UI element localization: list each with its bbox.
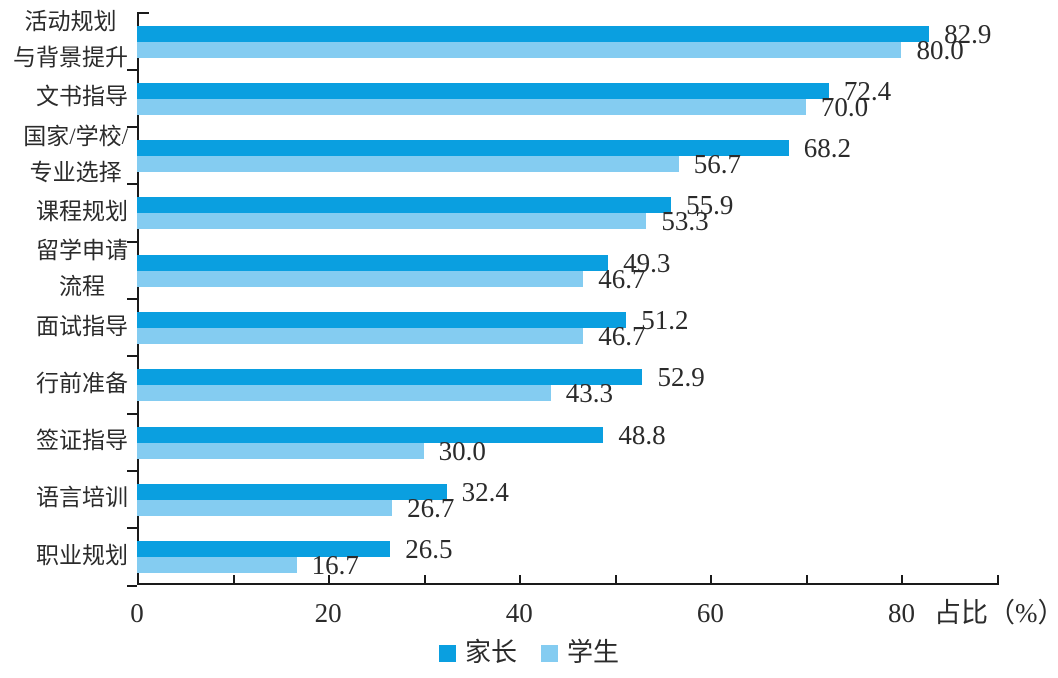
y-axis-tick — [127, 126, 137, 129]
bar-students — [137, 385, 551, 402]
x-axis-tick-label: 40 — [505, 598, 533, 628]
bar-students — [137, 98, 806, 115]
category-label: 国家/学校/专业选择 — [23, 123, 128, 185]
legend-label-parents: 家长 — [464, 638, 517, 667]
bar-value-label: 49.3 — [623, 247, 671, 278]
bar-students — [137, 270, 584, 287]
legend: 家长 学生 — [0, 638, 1058, 668]
x-axis-tick — [137, 575, 139, 583]
bar-students — [137, 328, 584, 344]
bar-value-label: 68.2 — [803, 133, 851, 164]
bar-value-label: 16.7 — [311, 550, 359, 581]
category-label: 活动规划 与背景提升 — [13, 9, 128, 70]
bar-value-label: 48.8 — [618, 419, 666, 450]
bar-students — [137, 41, 902, 58]
y-axis-tick — [127, 355, 137, 358]
x-axis-tick — [901, 575, 904, 583]
legend-swatch-students — [541, 644, 558, 662]
bar-value-label: 51.2 — [641, 305, 689, 335]
y-axis-tick — [127, 240, 137, 243]
legend-label-students: 学生 — [567, 638, 620, 667]
bar-students — [137, 557, 297, 574]
legend-item-students: 学生 — [541, 640, 619, 666]
bar-parents — [137, 369, 643, 386]
x-axis-tick-label: 60 — [696, 598, 724, 628]
category-label: 课程规划 — [36, 198, 128, 224]
y-axis-tick — [127, 469, 137, 472]
bar-parents — [137, 82, 829, 99]
y-axis-tick — [127, 68, 137, 71]
bar-value-label: 46.7 — [598, 321, 646, 351]
bar-parents — [137, 312, 627, 328]
y-axis-line — [137, 11, 139, 585]
bar-parents — [137, 254, 609, 271]
bar-value-label: 72.4 — [843, 75, 892, 106]
bar-value-label: 52.9 — [657, 362, 705, 393]
x-axis-tick — [232, 575, 235, 583]
x-axis-title: 占比（%） — [934, 598, 1058, 628]
bar-parents — [137, 25, 930, 42]
y-axis-tick — [127, 412, 137, 415]
bar-value-label: 82.9 — [944, 18, 992, 49]
x-axis-line — [137, 583, 999, 585]
y-axis-tick — [127, 298, 137, 300]
bar-parents — [137, 426, 604, 443]
bar-value-label: 56.7 — [693, 149, 742, 180]
bar-students — [137, 442, 424, 459]
bar-value-label: 55.9 — [686, 190, 734, 221]
x-axis-tick — [519, 575, 522, 583]
category-label: 文书指导 — [36, 84, 128, 110]
bar-value-label: 32.4 — [461, 476, 509, 507]
category-label: 面试指导 — [36, 313, 128, 339]
x-axis-tick — [423, 575, 426, 583]
bar-value-label: 46.7 — [598, 263, 646, 294]
category-label: 语言培训 — [36, 485, 128, 511]
y-axis-top-tick — [137, 11, 149, 14]
category-label: 行前准备 — [36, 370, 128, 396]
x-axis-tick-label: 20 — [314, 598, 342, 628]
x-axis-tick — [805, 575, 808, 583]
category-label: 职业规划 — [36, 542, 128, 568]
bar-parents — [137, 541, 391, 558]
bar-value-label: 26.7 — [407, 492, 455, 523]
x-axis-tick — [614, 575, 617, 583]
bar-value-label: 70.0 — [820, 91, 869, 122]
bar-students — [137, 213, 647, 230]
x-axis-tick — [997, 575, 999, 583]
category-label: 留学申请 流程 — [36, 238, 128, 300]
y-axis-tick — [127, 527, 137, 530]
bar-students — [137, 499, 393, 516]
bar-value-label: 80.0 — [916, 34, 964, 65]
x-axis-tick — [710, 575, 713, 583]
y-axis-tick — [127, 584, 137, 587]
x-axis-tick-label: 0 — [130, 598, 144, 628]
legend-item-parents: 家长 — [438, 638, 517, 667]
x-axis-tick-label: 80 — [887, 598, 915, 628]
bar-parents — [137, 483, 447, 500]
legend-swatch-parents — [438, 644, 456, 662]
bar-value-label: 30.0 — [438, 435, 486, 466]
bar-value-label: 53.3 — [661, 206, 709, 237]
bar-parents — [137, 197, 672, 214]
bar-students — [137, 156, 679, 173]
bar-value-label: 26.5 — [405, 534, 453, 565]
bar-parents — [137, 140, 789, 157]
category-label: 签证指导 — [36, 428, 128, 454]
bar-value-label: 43.3 — [565, 378, 613, 409]
y-axis-tick — [127, 183, 137, 186]
x-axis-tick — [328, 575, 331, 583]
